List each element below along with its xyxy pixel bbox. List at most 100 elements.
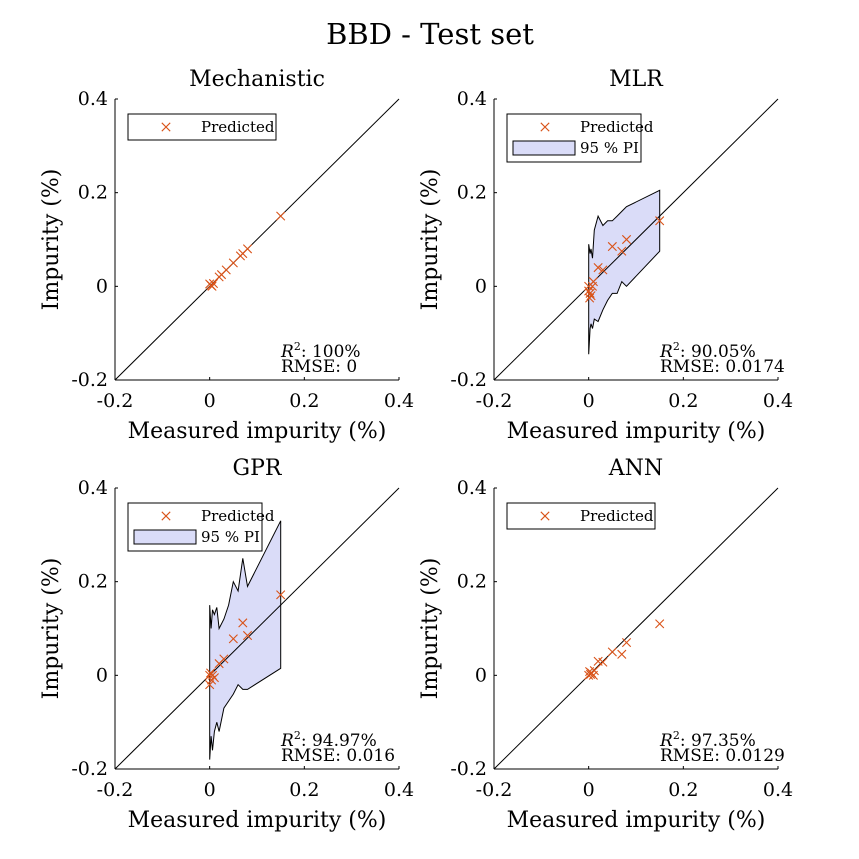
legend: Predicted (127, 113, 277, 141)
data-point (655, 619, 665, 629)
legend-marker (540, 511, 550, 521)
data-point (617, 649, 627, 659)
r2-value: : 97.35% (680, 731, 756, 751)
legend-label: Predicted (201, 118, 275, 136)
y-tick-label: -0.2 (450, 369, 487, 391)
x-tick-label: 0 (204, 390, 216, 412)
r2-symbol: R (659, 342, 673, 362)
x-tick-label: 0 (583, 390, 595, 412)
data-point (221, 265, 231, 275)
data-point (589, 666, 599, 676)
data-point (205, 670, 215, 680)
x-axis-label: Measured impurity (%) (507, 419, 766, 444)
y-tick-label: 0.2 (457, 182, 487, 204)
r2-symbol: R (280, 342, 294, 362)
y-tick-label: -0.2 (71, 369, 108, 391)
data-point (219, 654, 229, 664)
x-axis-label: Measured impurity (%) (128, 419, 387, 444)
data-point (598, 657, 608, 667)
data-point (205, 680, 215, 690)
data-point (207, 281, 217, 291)
data-point (228, 634, 238, 644)
x-tick-label: -0.2 (97, 779, 134, 801)
r2-superscript: 2 (294, 340, 301, 353)
legend-marker (161, 511, 171, 521)
legend-label: Predicted (580, 118, 654, 136)
data-point (242, 630, 253, 641)
x-tick-label: 0.2 (289, 390, 319, 412)
r2-value: : 94.97% (301, 731, 377, 751)
x-axis-label: Measured impurity (%) (507, 808, 766, 833)
data-point (607, 241, 617, 252)
data-point (621, 234, 632, 245)
identity-line (493, 98, 779, 381)
figure-title: BBD - Test set (326, 17, 534, 51)
y-tick-label: 0 (96, 275, 108, 297)
legend-marker (161, 122, 171, 132)
x-axis-label: Measured impurity (%) (128, 808, 387, 833)
data-point (242, 244, 253, 254)
r2-value: : 90.05% (680, 342, 756, 362)
r2-symbol: R (659, 731, 673, 751)
prediction-interval-band (588, 189, 661, 355)
data-point (621, 637, 632, 648)
r2-superscript: 2 (673, 729, 680, 742)
y-tick-label: 0.4 (78, 477, 108, 499)
data-point (228, 258, 238, 268)
data-point (588, 277, 598, 287)
r2-superscript: 2 (294, 729, 301, 742)
x-tick-label: 0.2 (289, 779, 319, 801)
x-tick-label: 0.2 (668, 390, 698, 412)
y-tick-label: 0.2 (457, 571, 487, 593)
panels: -0.2 0 0.2 0.4 -0.2 0 0.2 0.4 Mechanistic Measure… (39, 67, 793, 833)
legend: Predicted 95 % PI (506, 113, 654, 163)
data-point (209, 673, 219, 683)
y-axis-label: Impurity (%) (39, 169, 64, 311)
identity-line (114, 98, 400, 381)
y-tick-label: -0.2 (71, 758, 108, 780)
r2-annotation: R2: 100% (280, 340, 361, 362)
rmse-annotation: RMSE: 0 (281, 357, 357, 377)
y-axis-label: Impurity (%) (418, 169, 443, 311)
y-axis-label: Impurity (%) (418, 558, 443, 700)
x-tick-label: -0.2 (476, 390, 513, 412)
panel-title: GPR (233, 456, 283, 481)
y-tick-label: 0 (475, 275, 487, 297)
r2-annotation: R2: 90.05% (659, 340, 756, 362)
panel-4: -0.2 0 0.2 0.4 -0.2 0 0.2 0.4 ANN Measured impuri… (418, 456, 793, 833)
y-tick-label: 0 (96, 664, 108, 686)
data-point (607, 647, 617, 657)
panel-title: MLR (609, 67, 664, 92)
identity-line (114, 487, 400, 770)
legend: Predicted (506, 502, 656, 530)
r2-superscript: 2 (673, 340, 680, 353)
panel-2: -0.2 0 0.2 0.4 -0.2 0 0.2 0.4 MLR Measured impuri… (418, 67, 793, 444)
legend-label: Predicted (580, 507, 654, 525)
r2-symbol: R (280, 731, 294, 751)
data-point (276, 211, 286, 221)
data-point (208, 278, 219, 289)
legend-patch (133, 529, 197, 545)
x-tick-label: 0.4 (384, 390, 414, 412)
data-point (617, 246, 627, 256)
y-tick-label: 0 (475, 664, 487, 686)
x-tick-label: 0.4 (763, 390, 793, 412)
x-tick-label: 0.2 (668, 779, 698, 801)
panel-title: ANN (608, 456, 663, 481)
y-tick-label: 0.4 (78, 88, 108, 110)
x-tick-label: 0 (204, 779, 216, 801)
r2-annotation: R2: 97.35% (659, 729, 756, 751)
y-tick-label: 0.2 (78, 182, 108, 204)
y-tick-label: 0.2 (78, 571, 108, 593)
legend-box (127, 113, 277, 141)
rmse-annotation: RMSE: 0.0174 (660, 357, 785, 377)
data-point (598, 265, 608, 275)
data-point (276, 590, 286, 600)
panel-3: -0.2 0 0.2 0.4 -0.2 0 0.2 0.4 GPR Measured impuri… (39, 456, 414, 833)
x-tick-label: 0 (583, 779, 595, 801)
rmse-annotation: RMSE: 0.016 (281, 746, 395, 766)
panel-1: -0.2 0 0.2 0.4 -0.2 0 0.2 0.4 Mechanistic Measure… (39, 67, 414, 444)
legend-label: Predicted (201, 507, 275, 525)
r2-value: : 100% (301, 342, 361, 362)
